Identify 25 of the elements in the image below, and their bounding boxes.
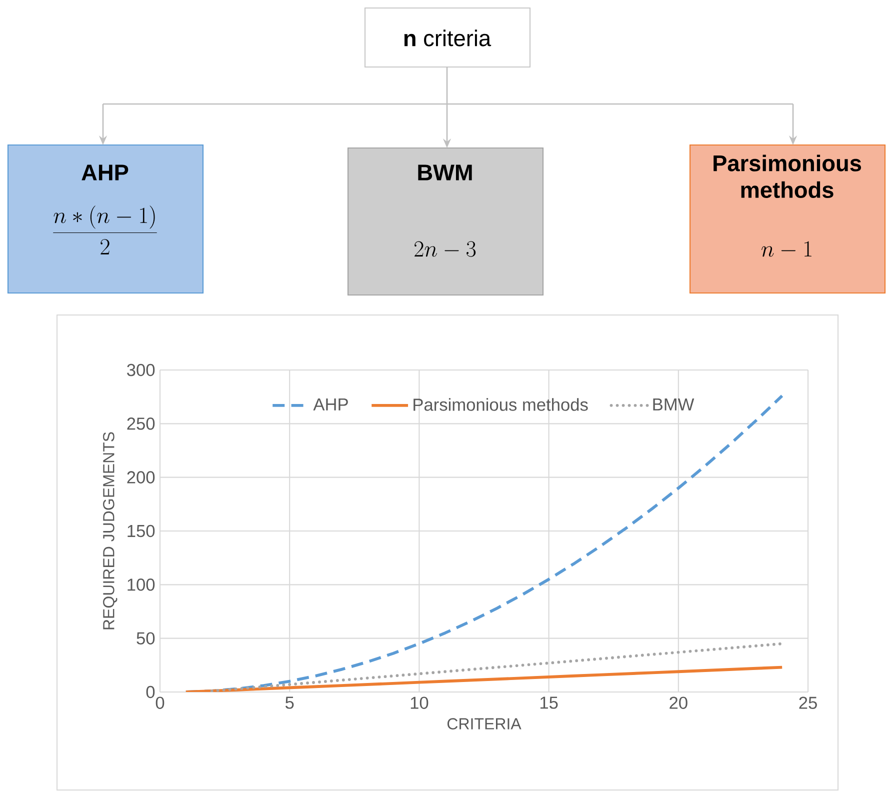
text: Parsimonious methods	[714, 154, 862, 198]
x-tick-label: 10	[410, 696, 428, 710]
legend-label: BMW	[653, 398, 694, 411]
x-tick-label: 5	[285, 696, 294, 710]
text: BWM	[418, 164, 472, 181]
legend-label: AHP	[313, 398, 348, 411]
x-tick-label: 15	[540, 696, 558, 710]
x-tick-label: 20	[670, 696, 688, 710]
y-tick-label: 300	[127, 364, 155, 376]
text: $n-1$	[762, 241, 812, 257]
text: AHP	[82, 164, 128, 181]
x-axis-title: CRITERIA	[447, 718, 522, 730]
text: $\frac{n \ast (n-1)}{2}$	[53, 206, 157, 255]
text: $2n-3$	[414, 241, 476, 258]
y-tick-label: 150	[128, 525, 155, 538]
x-tick-label: 0	[156, 696, 164, 710]
y-axis-title: REQUIRED JUDGEMENTS	[103, 432, 118, 630]
legend-label: Parsimonious methods	[414, 398, 588, 412]
y-tick-label: 50	[136, 632, 155, 645]
y-tick-label: 250	[127, 418, 155, 430]
text: n criteria	[404, 30, 492, 47]
y-tick-label: 100	[128, 578, 155, 592]
y-tick-label: 200	[127, 471, 155, 484]
x-tick-label: 25	[799, 696, 817, 710]
y-tick-label: 0	[146, 686, 155, 698]
